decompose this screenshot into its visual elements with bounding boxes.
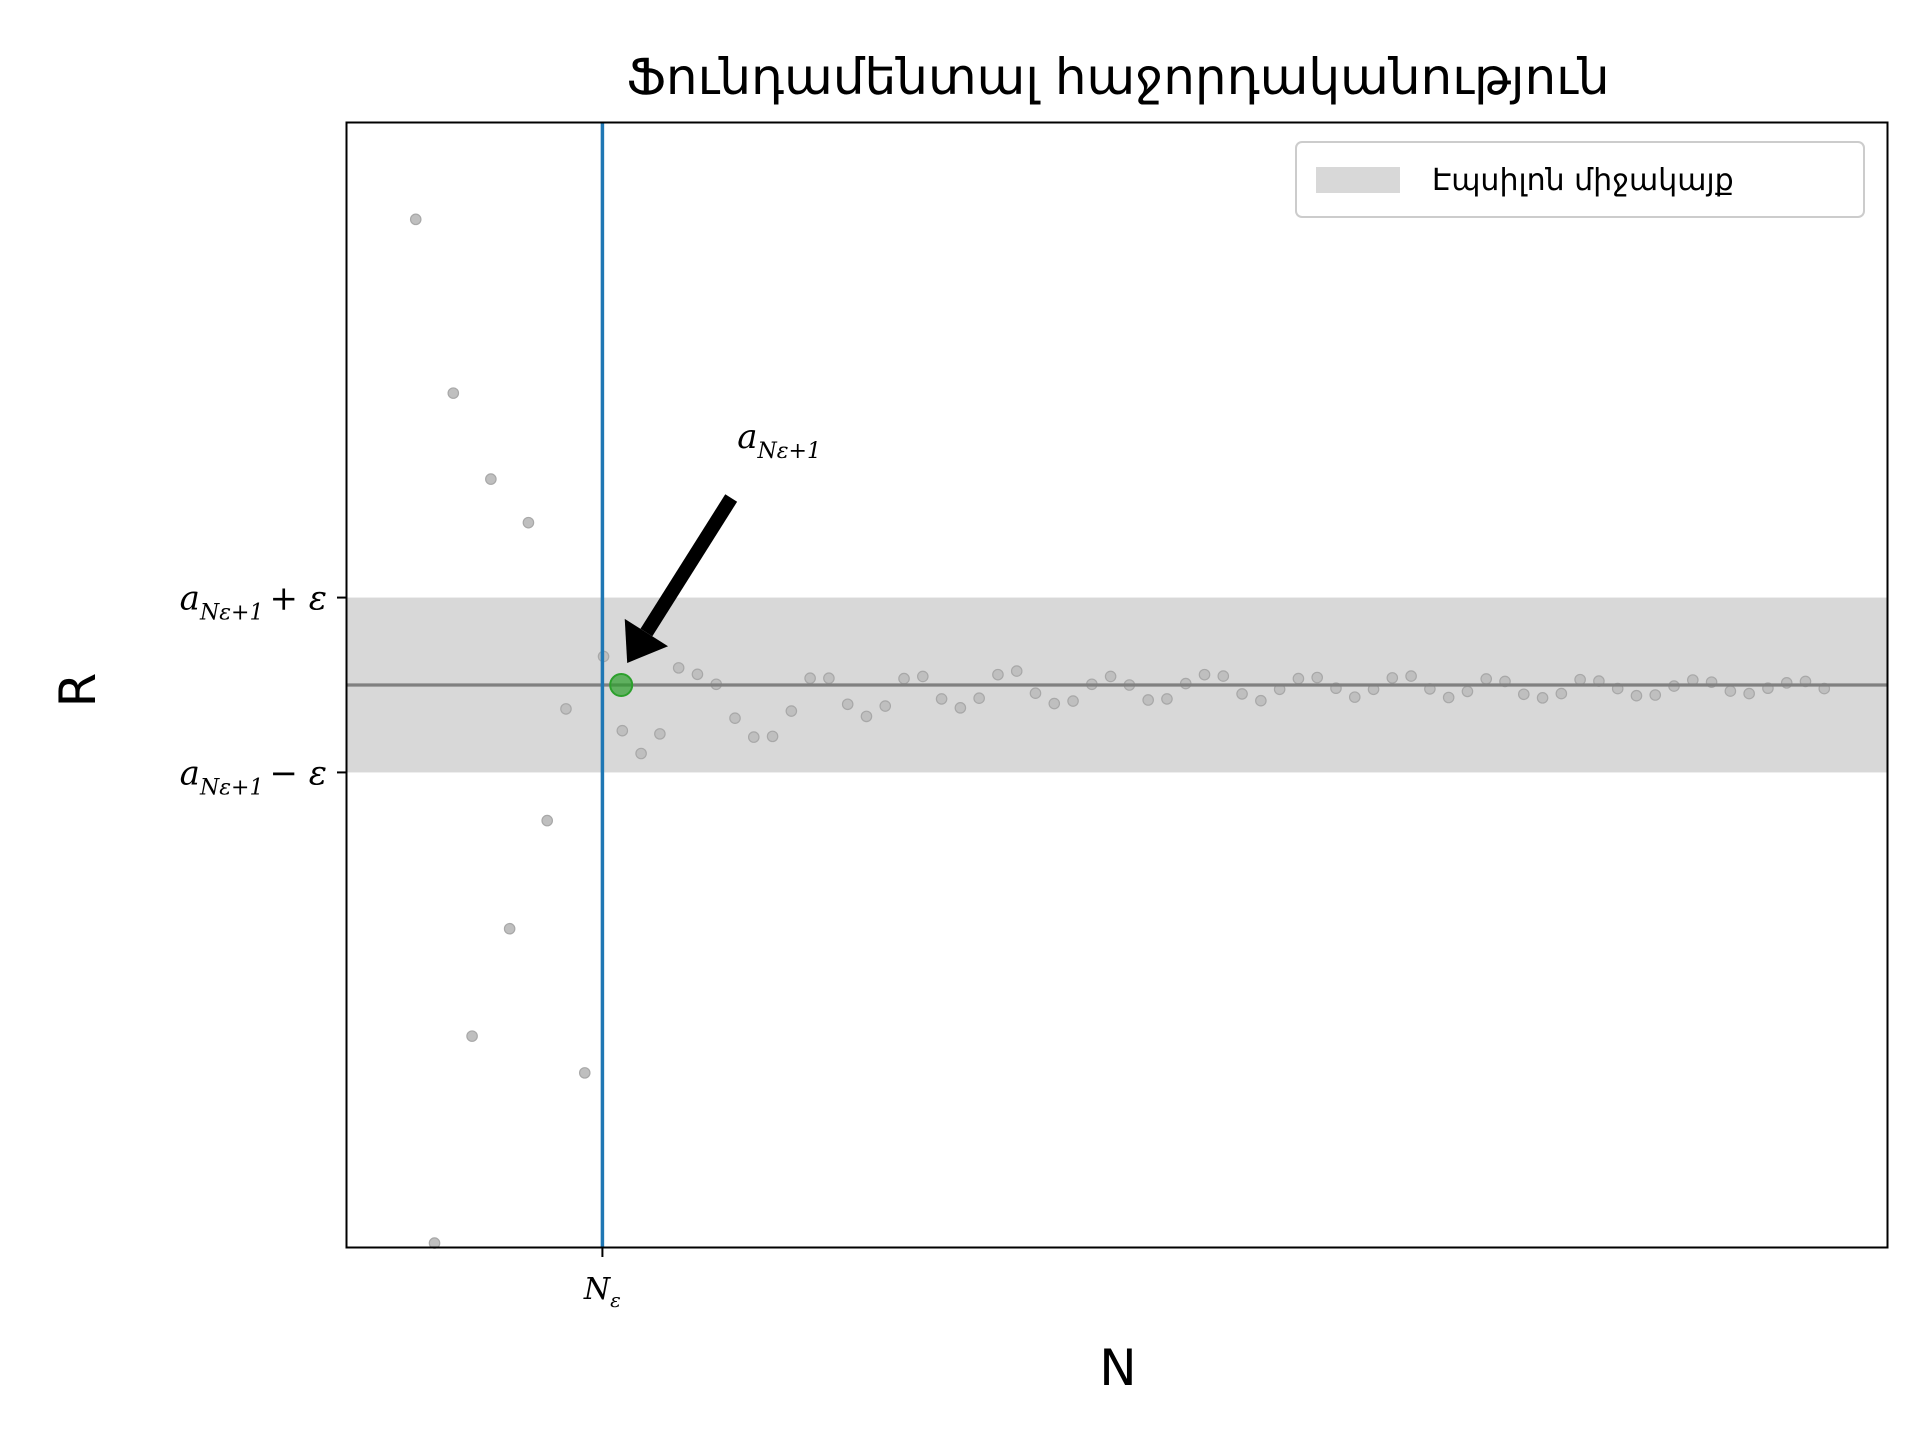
sequence-point [466,1030,478,1042]
axes-frame [345,121,1889,1249]
annotation: aNε+1 [624,417,821,663]
sequence-point [1461,685,1474,698]
legend-swatch [1316,167,1400,193]
sequence-point [616,724,629,737]
sequence-point [1161,693,1173,705]
y-tick-label: aNε+1− ε [180,753,327,800]
sequence-point [954,702,967,714]
sequence-point [1574,673,1586,686]
sequence-point [860,710,873,723]
sequence-point [522,516,535,529]
annotation-arrow-head [624,618,669,663]
sequence-point [747,731,760,743]
sequence-point [1255,694,1267,707]
sequence-point [1724,685,1737,697]
sequence-point [1067,695,1079,707]
sequence-point [1480,673,1493,685]
sequence-point [992,668,1004,681]
y-tick-label: aNε+1 + ε [180,579,327,626]
sequence-point [823,672,835,685]
sequence-point [1198,668,1211,681]
sequence-point [1104,670,1117,683]
highlighted-point [609,673,634,697]
sequence-point [1442,691,1455,704]
sequence-point [1048,697,1061,710]
legend-box [1295,141,1865,218]
sequence-point [485,473,497,485]
sequence-point [541,814,553,827]
sequence-point [898,672,910,685]
sequence-point [691,668,704,681]
x-axis-label: N [1099,1339,1136,1397]
sequence-point [917,670,929,683]
sequence-point [635,747,647,760]
sequence-point [1517,688,1530,701]
sequence-point [1536,692,1549,704]
sequence-point [560,703,572,715]
sequence-point [1236,688,1248,700]
sequence-point [503,922,516,935]
sequence-point [409,213,422,226]
sequence-point [785,705,798,717]
x-tick-label: Nε [583,1272,621,1312]
sequence-point [1142,694,1154,706]
sequence-point [1649,689,1662,701]
annotation-arrow-shaft [640,494,738,637]
sequence-point [1010,665,1023,677]
sequence-point [879,700,892,712]
legend: Էպսիլոն միջակայք [1295,141,1865,218]
plot-area [347,123,1887,1249]
sequence-point [672,662,685,674]
sequence-point [654,728,666,740]
sequence-point [578,1067,591,1079]
sequence-point [1292,672,1305,685]
chart-title: Ֆունդամենտալ հաջորդականություն [626,48,1609,106]
sequence-point [1029,687,1042,700]
sequence-point [729,712,741,724]
sequence-point [1386,672,1399,684]
sequence-point [973,692,985,705]
y-axis-label: R [49,673,107,708]
sequence-point [841,698,854,711]
sequence-point [1217,670,1230,682]
sequence-point [1405,670,1417,682]
sequence-point [447,387,460,399]
sequence-point [1311,671,1323,684]
annotation-label: aNε+1 [737,417,821,464]
sequence-point [935,693,948,705]
sequence-point [1348,691,1361,703]
sequence-point [1555,687,1568,700]
sequence-point [1630,689,1643,702]
sequence-point [1743,687,1755,700]
sequence-point [766,730,779,743]
legend-label: Էպսիլոն միջակայք [1432,163,1734,198]
axis-ticks: aNε+1 + ε aNε+1− ε Nε [180,579,621,1312]
sequence-point [804,672,816,685]
